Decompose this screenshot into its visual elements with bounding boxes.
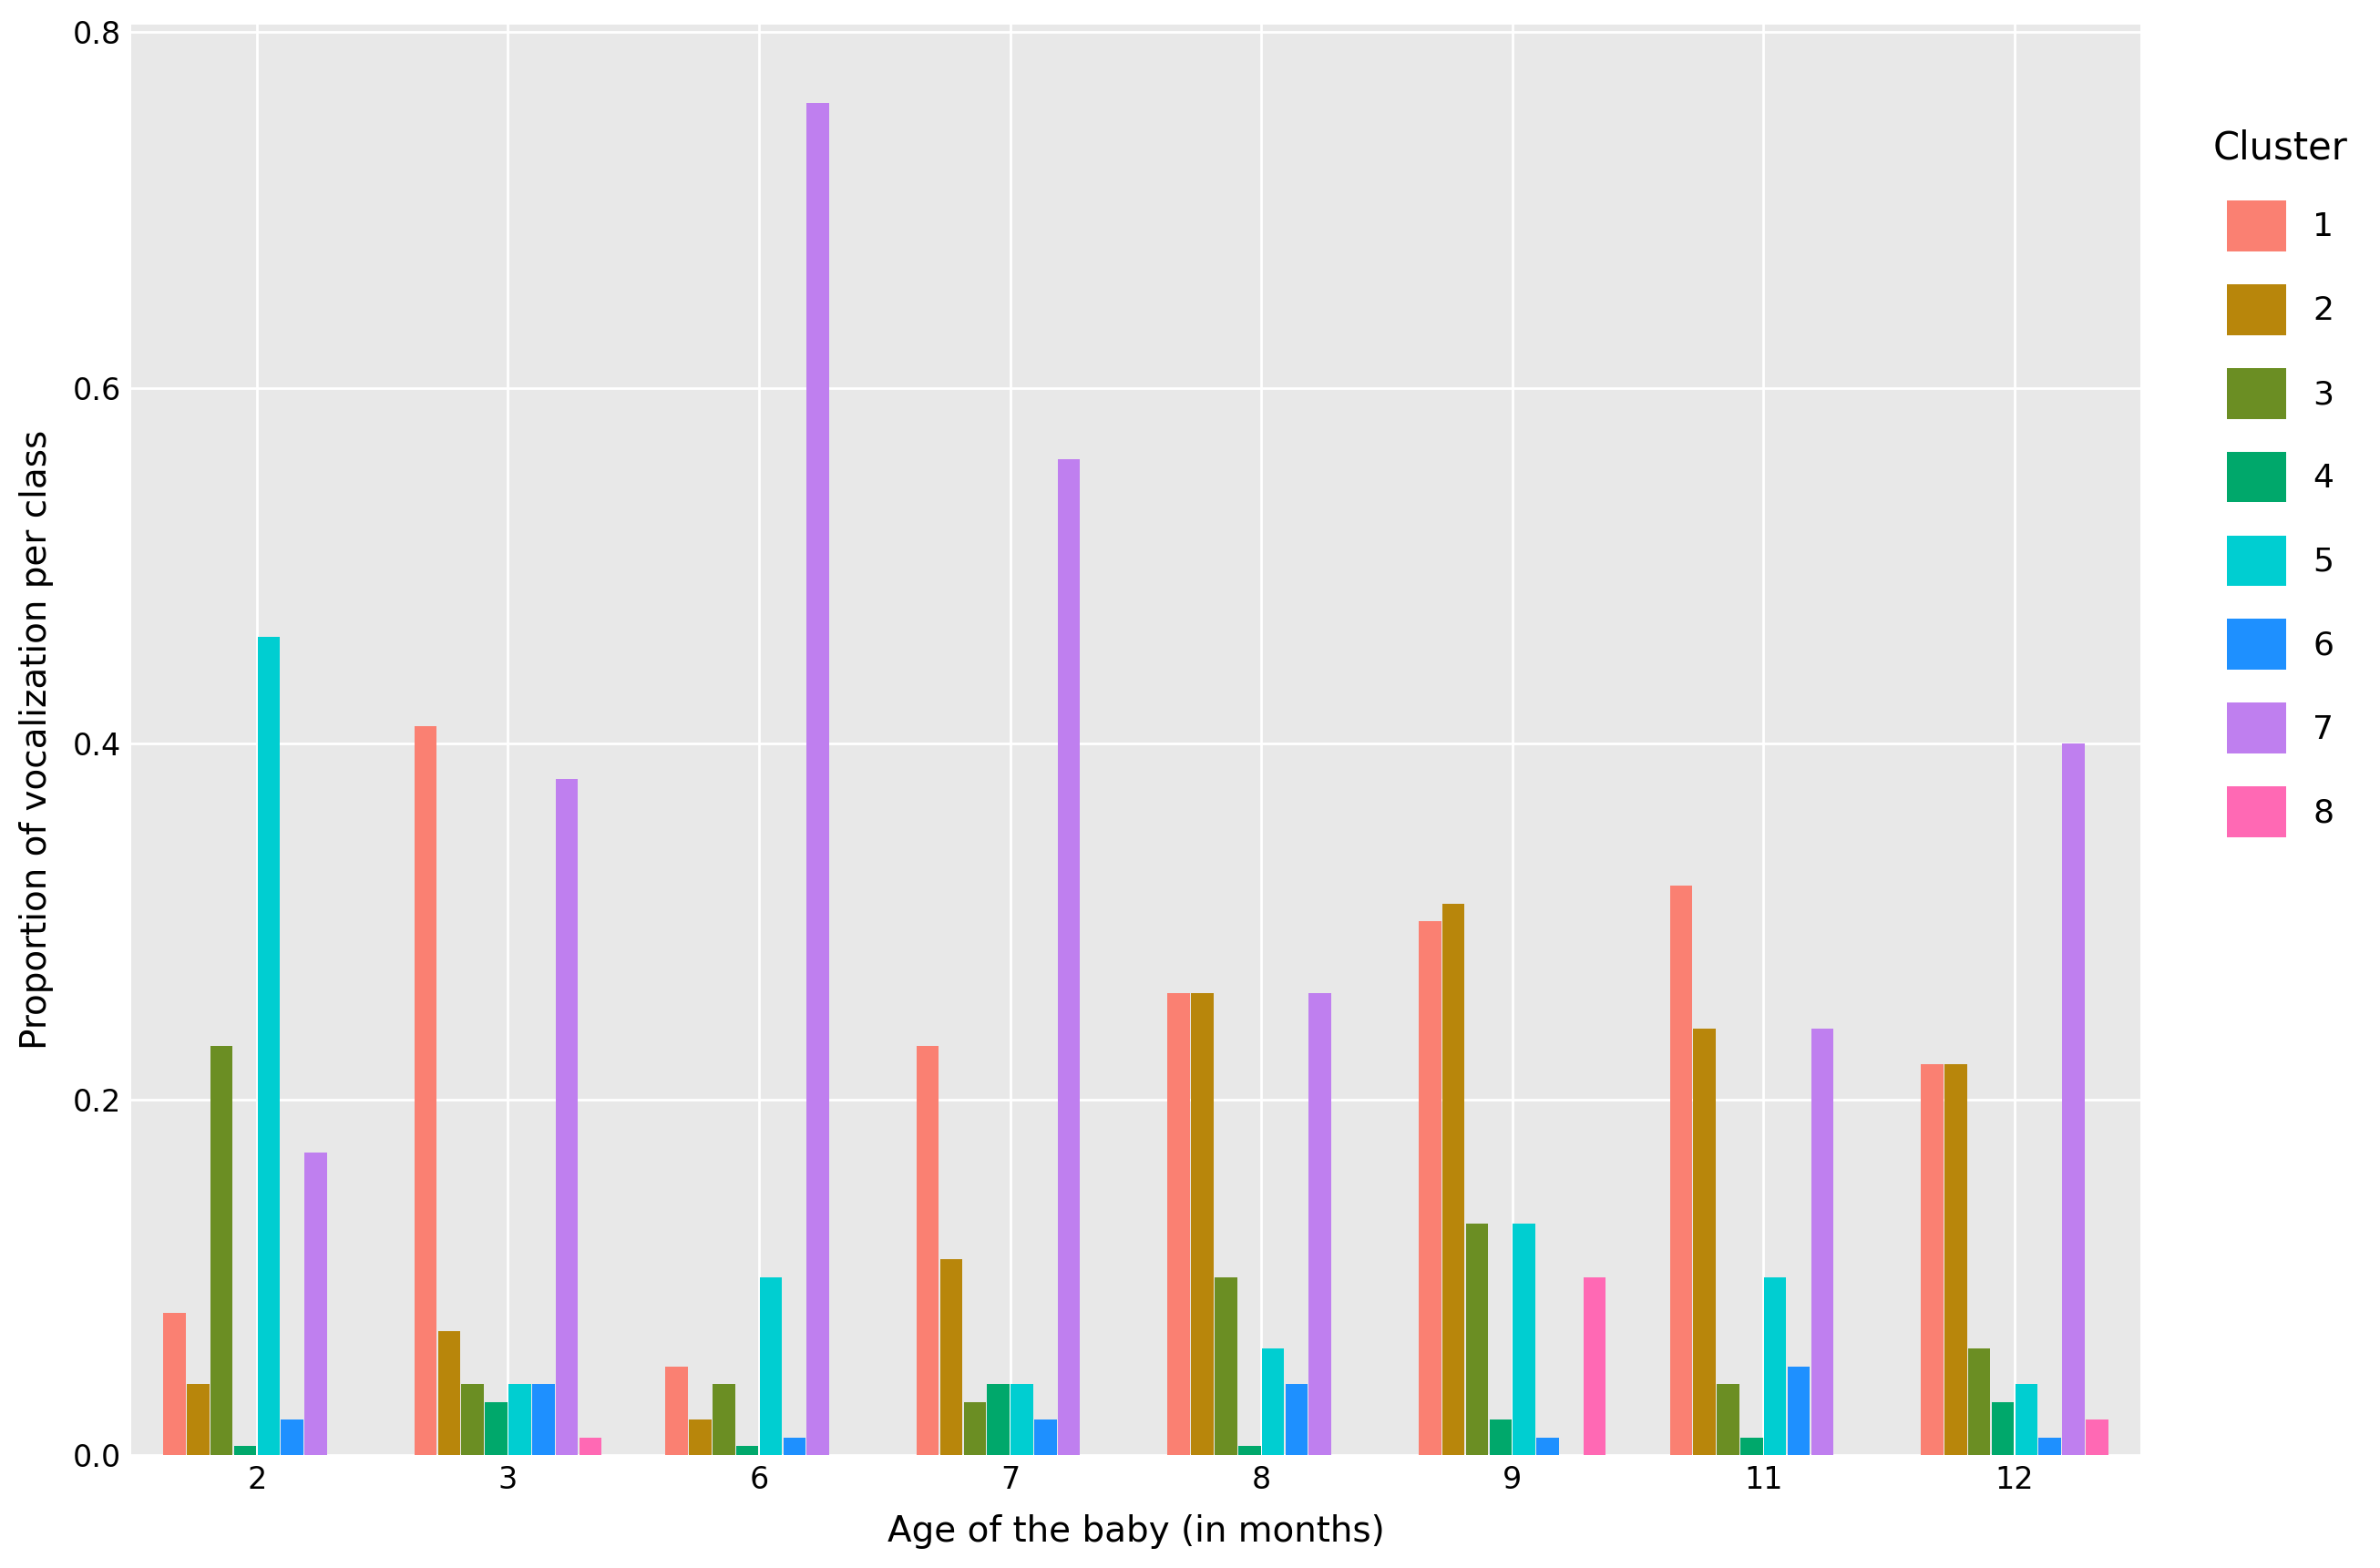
Bar [1537,1438,1559,1455]
Bar [438,1331,459,1455]
Y-axis label: Proportion of vocalization per class: Proportion of vocalization per class [19,430,55,1051]
Bar [555,779,578,1455]
Bar [1514,1225,1535,1455]
Bar [1418,922,1442,1455]
Bar [1921,1063,1944,1455]
Bar [209,1046,233,1455]
Bar [1740,1438,1764,1455]
Bar [1671,886,1692,1455]
Bar [1764,1278,1787,1455]
Bar [940,1259,962,1455]
Bar [188,1385,209,1455]
Bar [916,1046,940,1455]
Bar [1285,1385,1307,1455]
Legend: 1, 2, 3, 4, 5, 6, 7, 8: 1, 2, 3, 4, 5, 6, 7, 8 [2197,113,2363,855]
Bar [1192,993,1214,1455]
Bar [807,103,828,1455]
Bar [1695,1029,1716,1455]
Bar [2085,1419,2109,1455]
X-axis label: Age of the baby (in months): Age of the baby (in months) [888,1515,1385,1549]
Bar [1261,1348,1285,1455]
Bar [1944,1063,1966,1455]
Bar [2016,1385,2037,1455]
Bar [1787,1366,1809,1455]
Bar [1309,993,1330,1455]
Bar [1214,1278,1238,1455]
Bar [1011,1385,1033,1455]
Bar [233,1446,257,1455]
Bar [1992,1402,2013,1455]
Bar [578,1438,602,1455]
Bar [509,1385,531,1455]
Bar [1811,1029,1833,1455]
Bar [1169,993,1190,1455]
Bar [2040,1438,2061,1455]
Bar [1035,1419,1057,1455]
Bar [1968,1348,1990,1455]
Bar [988,1385,1009,1455]
Bar [1490,1419,1511,1455]
Bar [164,1312,186,1455]
Bar [281,1419,302,1455]
Bar [462,1385,483,1455]
Bar [1583,1278,1607,1455]
Bar [305,1152,326,1455]
Bar [783,1438,804,1455]
Bar [964,1402,985,1455]
Bar [533,1385,555,1455]
Bar [414,726,438,1455]
Bar [666,1366,688,1455]
Bar [257,637,281,1455]
Bar [1442,903,1464,1455]
Bar [486,1402,507,1455]
Bar [759,1278,783,1455]
Bar [1238,1446,1261,1455]
Bar [712,1385,735,1455]
Bar [735,1446,759,1455]
Bar [2061,743,2085,1455]
Bar [1716,1385,1740,1455]
Bar [1057,459,1081,1455]
Bar [690,1419,712,1455]
Bar [1466,1225,1488,1455]
